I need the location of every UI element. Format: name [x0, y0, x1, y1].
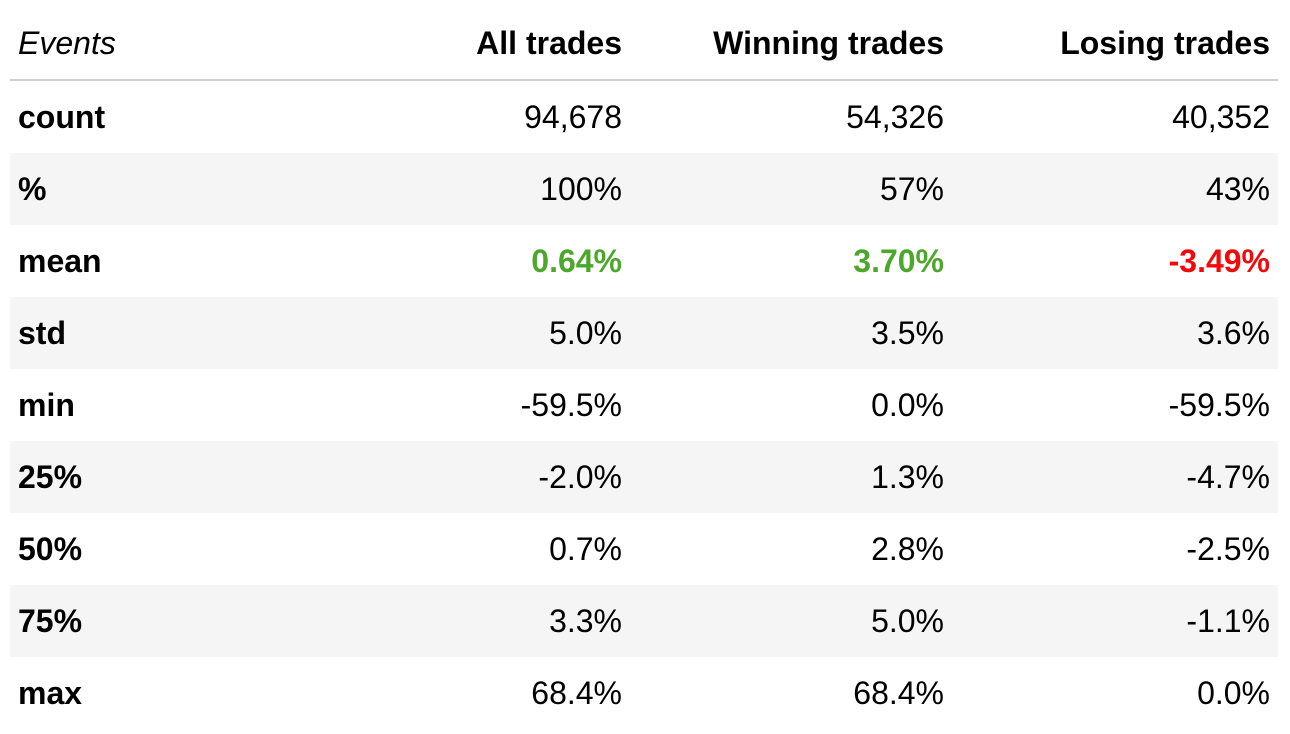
stats-table-container: Events All trades Winning trades Losing … — [10, 7, 1278, 729]
cell-winning-trades: 68.4% — [630, 657, 952, 729]
cell-losing-trades: -2.5% — [952, 513, 1278, 585]
cell-losing-trades: 40,352 — [952, 80, 1278, 153]
cell-losing-trades: -4.7% — [952, 441, 1278, 513]
trade-stats-table: Events All trades Winning trades Losing … — [10, 7, 1278, 729]
header-row: Events All trades Winning trades Losing … — [10, 7, 1278, 81]
cell-losing-trades: -1.1% — [952, 585, 1278, 657]
column-header-losing-trades: Losing trades — [952, 7, 1278, 81]
cell-all-trades: 68.4% — [300, 657, 630, 729]
table-row-min: min -59.5% 0.0% -59.5% — [10, 369, 1278, 441]
cell-winning-trades: 54,326 — [630, 80, 952, 153]
cell-all-trades: 94,678 — [300, 80, 630, 153]
cell-winning-trades: 2.8% — [630, 513, 952, 585]
cell-winning-trades: 57% — [630, 153, 952, 225]
table-row-mean: mean 0.64% 3.70% -3.49% — [10, 225, 1278, 297]
cell-all-trades: 0.64% — [300, 225, 630, 297]
cell-all-trades: 5.0% — [300, 297, 630, 369]
cell-all-trades: 100% — [300, 153, 630, 225]
table-row-75th-percentile: 75% 3.3% 5.0% -1.1% — [10, 585, 1278, 657]
cell-losing-trades: 0.0% — [952, 657, 1278, 729]
cell-all-trades: -59.5% — [300, 369, 630, 441]
cell-losing-trades: -3.49% — [952, 225, 1278, 297]
table-row-max: max 68.4% 68.4% 0.0% — [10, 657, 1278, 729]
cell-all-trades: -2.0% — [300, 441, 630, 513]
row-label: count — [10, 80, 300, 153]
table-row-count: count 94,678 54,326 40,352 — [10, 80, 1278, 153]
column-header-winning-trades: Winning trades — [630, 7, 952, 81]
row-label: % — [10, 153, 300, 225]
row-label: min — [10, 369, 300, 441]
cell-winning-trades: 0.0% — [630, 369, 952, 441]
row-label: 50% — [10, 513, 300, 585]
row-label: 25% — [10, 441, 300, 513]
cell-losing-trades: 43% — [952, 153, 1278, 225]
cell-losing-trades: 3.6% — [952, 297, 1278, 369]
row-label: mean — [10, 225, 300, 297]
column-header-all-trades: All trades — [300, 7, 630, 81]
cell-all-trades: 0.7% — [300, 513, 630, 585]
row-label: std — [10, 297, 300, 369]
table-row-50th-percentile: 50% 0.7% 2.8% -2.5% — [10, 513, 1278, 585]
cell-winning-trades: 5.0% — [630, 585, 952, 657]
table-row-percent: % 100% 57% 43% — [10, 153, 1278, 225]
table-row-25th-percentile: 25% -2.0% 1.3% -4.7% — [10, 441, 1278, 513]
cell-winning-trades: 1.3% — [630, 441, 952, 513]
row-label: max — [10, 657, 300, 729]
cell-winning-trades: 3.5% — [630, 297, 952, 369]
cell-all-trades: 3.3% — [300, 585, 630, 657]
cell-losing-trades: -59.5% — [952, 369, 1278, 441]
column-header-events: Events — [10, 7, 300, 81]
table-row-std: std 5.0% 3.5% 3.6% — [10, 297, 1278, 369]
row-label: 75% — [10, 585, 300, 657]
cell-winning-trades: 3.70% — [630, 225, 952, 297]
